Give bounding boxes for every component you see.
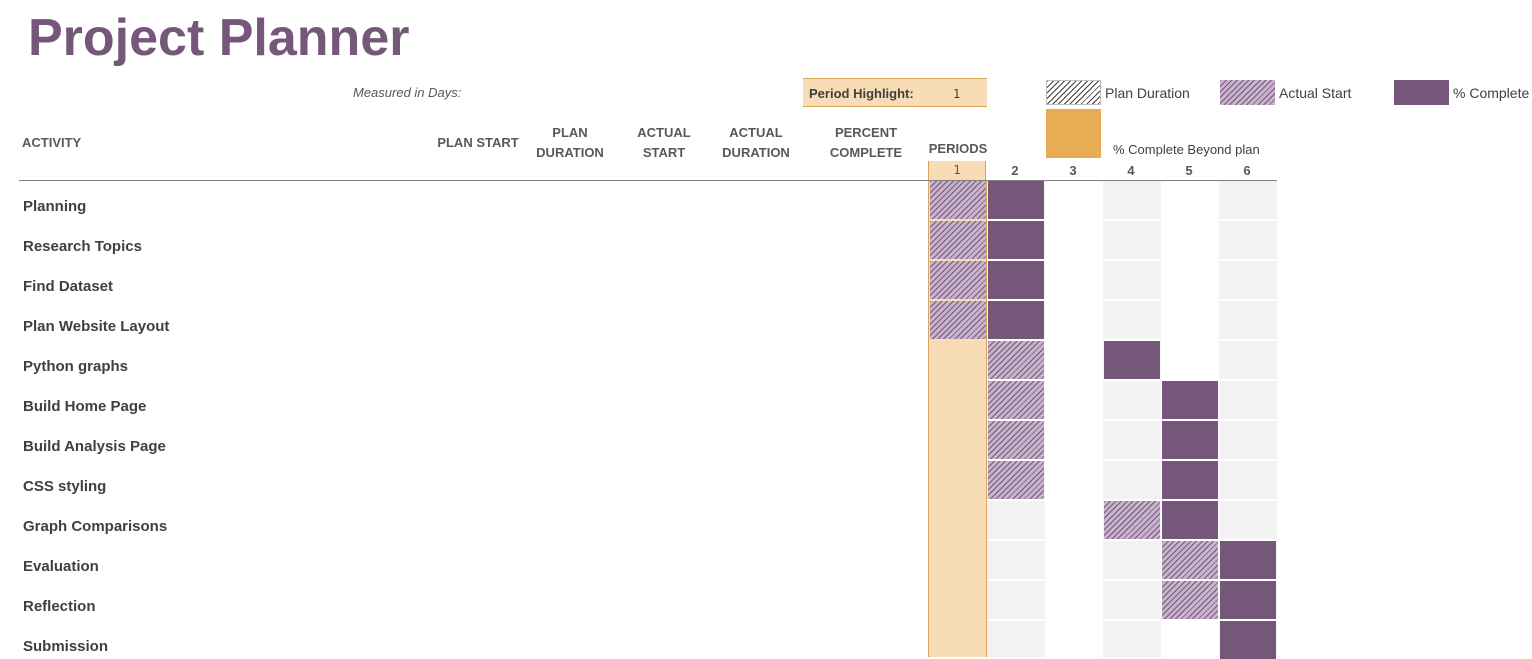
- period-number-6: 6: [1243, 163, 1251, 178]
- actual-start-column-header: ACTUAL START: [637, 125, 691, 160]
- percent-complete-legend-label: % Complete: [1453, 85, 1530, 101]
- percent-complete-bar: [988, 181, 1044, 219]
- percent-complete-bar: [1104, 341, 1160, 379]
- percent-complete-bar: [988, 301, 1044, 339]
- activity-name[interactable]: CSS styling: [23, 478, 107, 495]
- actual-duration-column-header: ACTUAL DURATION: [722, 125, 790, 160]
- beyond-plan-legend-swatch: [1046, 109, 1101, 158]
- period-number-4: 4: [1127, 163, 1135, 178]
- activity-name[interactable]: Build Home Page: [23, 398, 147, 415]
- activity-name[interactable]: Plan Website Layout: [23, 318, 170, 335]
- activity-name[interactable]: Build Analysis Page: [23, 438, 166, 455]
- actual-start-bar: [930, 301, 986, 339]
- plan-start-column-header: PLAN START: [437, 135, 519, 150]
- highlighted-period-column: [928, 181, 987, 657]
- actual-start-bar: [930, 181, 986, 219]
- shaded-period-column: [987, 181, 1045, 657]
- actual-start-bar: [1162, 541, 1218, 579]
- percent-complete-column-header: PERCENT COMPLETE: [829, 125, 903, 160]
- plan-duration-legend-label: Plan Duration: [1105, 85, 1190, 101]
- period-number-5: 5: [1185, 163, 1193, 178]
- plan-duration-legend-swatch: [1046, 80, 1101, 105]
- header-divider: [19, 180, 1277, 181]
- activity-name[interactable]: Graph Comparisons: [23, 518, 168, 535]
- activity-name[interactable]: Python graphs: [23, 358, 129, 375]
- measured-in-days-label: Measured in Days:: [353, 85, 462, 100]
- activity-name[interactable]: Research Topics: [23, 238, 142, 255]
- activity-column-header: ACTIVITY: [22, 135, 82, 150]
- percent-complete-bar: [1162, 461, 1218, 499]
- actual-start-legend-swatch: [1220, 80, 1275, 105]
- actual-start-bar: [988, 421, 1044, 459]
- page-title: Project Planner: [28, 9, 410, 67]
- beyond-plan-legend-label: % Complete Beyond plan: [1113, 142, 1260, 157]
- shaded-period-column: [1103, 181, 1161, 657]
- actual-start-legend-label: Actual Start: [1279, 85, 1352, 101]
- activity-name[interactable]: Reflection: [23, 598, 96, 615]
- activity-name[interactable]: Find Dataset: [23, 278, 114, 295]
- period-number-3: 3: [1069, 163, 1077, 178]
- percent-complete-bar: [988, 221, 1044, 259]
- period-number-2: 2: [1011, 163, 1019, 178]
- period-highlight-label: Period Highlight:: [809, 86, 914, 101]
- percent-complete-bar: [1220, 541, 1276, 579]
- actual-start-bar: [1162, 581, 1218, 619]
- percent-complete-bar: [1162, 421, 1218, 459]
- actual-start-bar: [988, 341, 1044, 379]
- percent-complete-bar: [988, 261, 1044, 299]
- activity-name[interactable]: Evaluation: [23, 558, 99, 575]
- percent-complete-bar: [1162, 381, 1218, 419]
- percent-complete-bar: [1220, 581, 1276, 619]
- periods-column-header: PERIODS: [928, 141, 988, 156]
- period-highlight-value[interactable]: 1: [953, 87, 961, 101]
- actual-start-bar: [930, 221, 986, 259]
- period-number-1: 1: [928, 161, 986, 180]
- actual-start-bar: [988, 461, 1044, 499]
- activity-name[interactable]: Submission: [23, 638, 109, 655]
- percent-complete-legend-swatch: [1394, 80, 1449, 105]
- actual-start-bar: [1104, 501, 1160, 539]
- actual-start-bar: [930, 261, 986, 299]
- percent-complete-bar: [1220, 621, 1276, 659]
- activity-name[interactable]: Planning: [23, 198, 87, 215]
- period-highlight-cell[interactable]: Period Highlight: 1: [803, 78, 987, 107]
- percent-complete-bar: [1162, 501, 1218, 539]
- plan-duration-column-header: PLAN DURATION: [536, 125, 604, 160]
- actual-start-bar: [988, 381, 1044, 419]
